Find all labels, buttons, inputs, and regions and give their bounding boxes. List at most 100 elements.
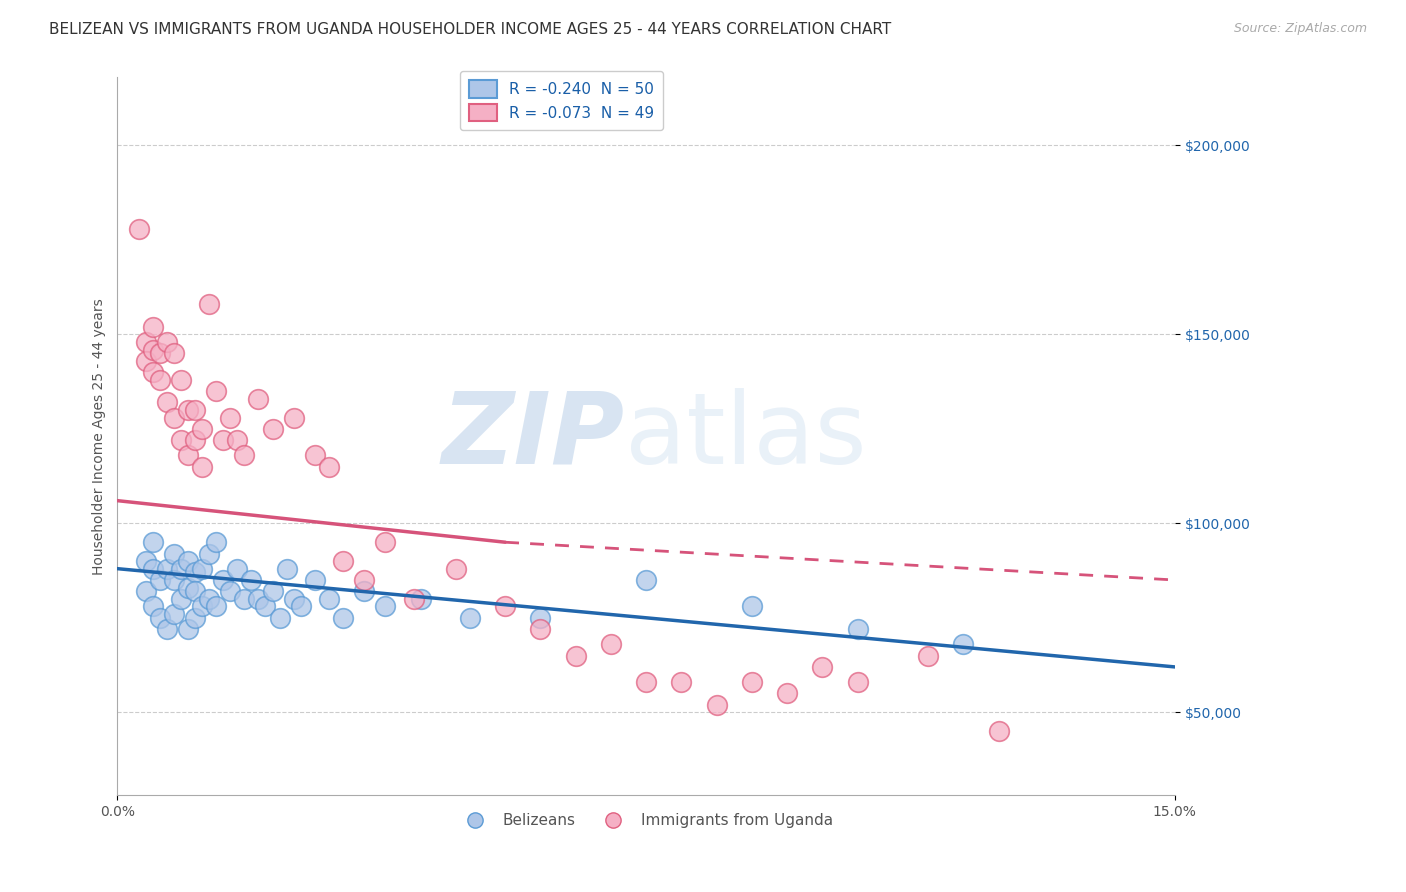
Point	[205, 384, 228, 398]
Point	[529, 611, 551, 625]
Point	[149, 573, 172, 587]
Point	[332, 554, 354, 568]
Point	[177, 622, 200, 636]
Text: atlas: atlas	[626, 388, 866, 485]
Point	[304, 573, 326, 587]
Point	[636, 675, 658, 690]
Point	[458, 611, 481, 625]
Point	[353, 573, 375, 587]
Point	[184, 611, 207, 625]
Point	[706, 698, 728, 712]
Point	[374, 599, 396, 614]
Point	[636, 573, 658, 587]
Point	[304, 448, 326, 462]
Point	[212, 573, 235, 587]
Point	[494, 599, 516, 614]
Point	[198, 591, 221, 606]
Point	[156, 395, 179, 409]
Point	[156, 334, 179, 349]
Point	[163, 547, 186, 561]
Point	[163, 410, 186, 425]
Point	[952, 637, 974, 651]
Point	[191, 422, 214, 436]
Point	[212, 433, 235, 447]
Point	[917, 648, 939, 663]
Point	[226, 562, 249, 576]
Point	[254, 599, 277, 614]
Point	[283, 410, 305, 425]
Point	[233, 591, 256, 606]
Point	[184, 433, 207, 447]
Point	[142, 319, 165, 334]
Point	[529, 622, 551, 636]
Text: ZIP: ZIP	[441, 388, 626, 485]
Point	[776, 686, 799, 700]
Point	[741, 675, 763, 690]
Point	[318, 459, 340, 474]
Point	[135, 354, 157, 368]
Point	[177, 448, 200, 462]
Point	[184, 403, 207, 417]
Point	[142, 599, 165, 614]
Point	[142, 562, 165, 576]
Text: BELIZEAN VS IMMIGRANTS FROM UGANDA HOUSEHOLDER INCOME AGES 25 - 44 YEARS CORRELA: BELIZEAN VS IMMIGRANTS FROM UGANDA HOUSE…	[49, 22, 891, 37]
Point	[135, 334, 157, 349]
Point	[811, 660, 834, 674]
Point	[191, 599, 214, 614]
Point	[177, 581, 200, 595]
Point	[191, 562, 214, 576]
Point	[142, 365, 165, 379]
Point	[219, 410, 242, 425]
Point	[170, 373, 193, 387]
Point	[290, 599, 312, 614]
Point	[671, 675, 693, 690]
Text: Source: ZipAtlas.com: Source: ZipAtlas.com	[1233, 22, 1367, 36]
Point	[564, 648, 586, 663]
Point	[156, 562, 179, 576]
Point	[170, 433, 193, 447]
Point	[149, 611, 172, 625]
Point	[226, 433, 249, 447]
Point	[170, 591, 193, 606]
Point	[163, 607, 186, 621]
Point	[409, 591, 432, 606]
Point	[135, 554, 157, 568]
Point	[402, 591, 425, 606]
Point	[184, 584, 207, 599]
Point	[276, 562, 298, 576]
Point	[374, 535, 396, 549]
Point	[444, 562, 467, 576]
Point	[198, 547, 221, 561]
Legend: Belizeans, Immigrants from Uganda: Belizeans, Immigrants from Uganda	[453, 807, 839, 834]
Point	[318, 591, 340, 606]
Point	[233, 448, 256, 462]
Point	[987, 724, 1010, 739]
Point	[198, 297, 221, 311]
Point	[142, 343, 165, 357]
Point	[846, 622, 869, 636]
Point	[205, 599, 228, 614]
Point	[219, 584, 242, 599]
Point	[163, 573, 186, 587]
Point	[599, 637, 621, 651]
Point	[205, 535, 228, 549]
Y-axis label: Householder Income Ages 25 - 44 years: Householder Income Ages 25 - 44 years	[93, 298, 107, 574]
Point	[846, 675, 869, 690]
Point	[128, 221, 150, 235]
Point	[247, 591, 270, 606]
Point	[247, 392, 270, 406]
Point	[149, 373, 172, 387]
Point	[283, 591, 305, 606]
Point	[170, 562, 193, 576]
Point	[262, 584, 284, 599]
Point	[184, 566, 207, 580]
Point	[142, 535, 165, 549]
Point	[332, 611, 354, 625]
Point	[269, 611, 291, 625]
Point	[163, 346, 186, 360]
Point	[177, 403, 200, 417]
Point	[149, 346, 172, 360]
Point	[353, 584, 375, 599]
Point	[191, 459, 214, 474]
Point	[240, 573, 263, 587]
